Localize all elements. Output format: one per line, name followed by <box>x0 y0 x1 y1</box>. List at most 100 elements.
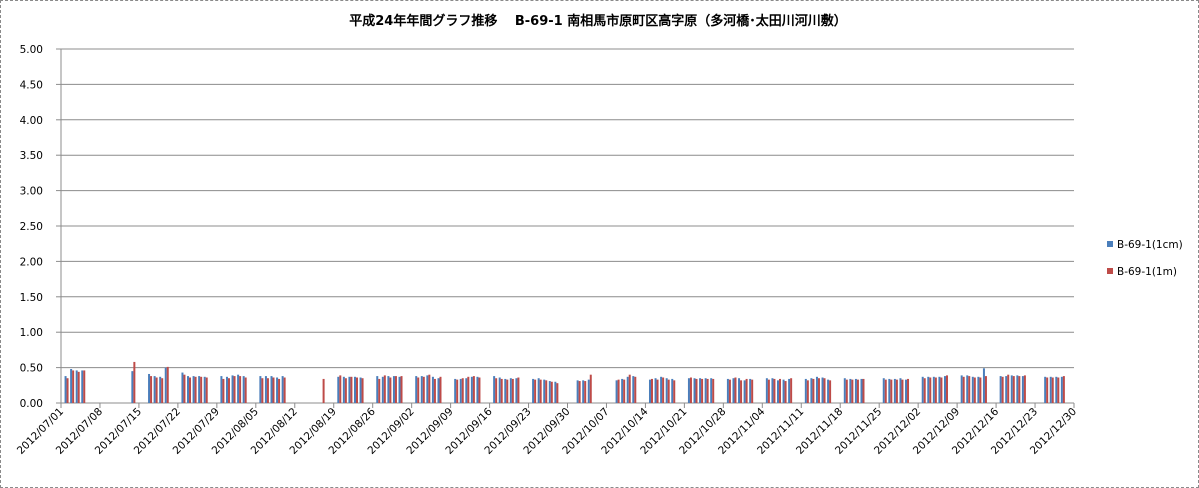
bar <box>164 367 167 403</box>
bar <box>548 381 551 403</box>
bar <box>465 378 468 403</box>
bar <box>456 379 459 403</box>
bar <box>83 370 86 403</box>
bar <box>420 376 423 403</box>
bar <box>350 376 353 403</box>
bar <box>259 376 262 403</box>
bar <box>806 380 809 403</box>
bar <box>470 376 473 403</box>
bar <box>899 378 902 403</box>
bar <box>476 376 479 403</box>
bar <box>72 370 75 403</box>
bar <box>890 379 893 403</box>
bar <box>233 376 236 403</box>
bar <box>790 378 793 403</box>
bar <box>687 378 690 403</box>
bar <box>192 376 195 403</box>
bar <box>849 378 852 403</box>
bar <box>617 379 620 403</box>
bar <box>810 378 813 403</box>
bar <box>749 378 752 403</box>
bar <box>977 376 980 403</box>
bar <box>582 380 585 403</box>
y-tick-label: 4.50 <box>20 79 43 91</box>
bar <box>782 379 785 403</box>
bar <box>264 376 267 403</box>
bar <box>495 378 498 403</box>
bar <box>699 378 702 403</box>
bar <box>537 378 540 403</box>
bar <box>845 379 848 403</box>
bar <box>934 377 937 403</box>
bar <box>821 377 824 403</box>
bar <box>712 378 715 403</box>
bar <box>779 378 782 403</box>
bar <box>498 377 501 403</box>
bar <box>205 377 208 403</box>
bar <box>231 375 234 403</box>
bar <box>1060 376 1063 403</box>
bar <box>751 379 754 403</box>
bar <box>728 379 731 403</box>
y-tick-label: 0.00 <box>20 398 43 410</box>
bar <box>389 377 392 403</box>
bar <box>788 378 791 403</box>
bar <box>556 383 559 403</box>
bar <box>153 376 156 403</box>
bar <box>773 378 776 403</box>
bar <box>344 378 347 403</box>
bar <box>895 379 898 403</box>
bar <box>64 376 67 403</box>
bar <box>504 378 507 403</box>
bar <box>161 378 164 403</box>
bar <box>77 371 80 403</box>
bar <box>1023 375 1026 403</box>
bar <box>550 381 553 403</box>
bar <box>940 377 943 403</box>
bars <box>64 361 1065 403</box>
axes <box>56 48 1075 408</box>
bar <box>222 378 225 403</box>
bar <box>361 378 364 403</box>
y-tick-label: 3.00 <box>20 186 43 198</box>
bar <box>578 381 581 403</box>
bar <box>968 376 971 403</box>
bar <box>189 377 192 403</box>
bar <box>673 380 676 403</box>
legend-label: B-69-1(1m) <box>1117 266 1177 278</box>
bar <box>1057 377 1060 403</box>
bar <box>973 377 976 403</box>
y-tick-label: 1.50 <box>20 292 43 304</box>
bar <box>767 379 770 403</box>
bar <box>1046 377 1049 403</box>
bar <box>183 374 186 403</box>
bar <box>478 377 481 403</box>
bar <box>710 378 713 403</box>
bar <box>1055 376 1058 403</box>
bar <box>589 374 592 403</box>
bar <box>539 379 542 403</box>
bar <box>971 376 974 403</box>
bar <box>901 379 904 403</box>
bar <box>194 376 197 403</box>
bar <box>732 378 735 403</box>
bar <box>804 378 807 403</box>
bar <box>322 378 325 403</box>
bar <box>283 377 286 403</box>
legend-swatch <box>1107 241 1113 247</box>
bar <box>665 378 668 403</box>
bar <box>765 378 768 403</box>
bar <box>1016 375 1019 403</box>
bar <box>387 376 390 403</box>
bar <box>689 377 692 403</box>
bar <box>198 376 201 403</box>
bar <box>244 377 247 403</box>
bar <box>743 380 746 403</box>
bar <box>439 376 442 403</box>
bar <box>982 368 985 403</box>
bar <box>428 374 431 403</box>
bar <box>187 376 190 403</box>
bar <box>817 378 820 403</box>
bar <box>854 378 857 403</box>
